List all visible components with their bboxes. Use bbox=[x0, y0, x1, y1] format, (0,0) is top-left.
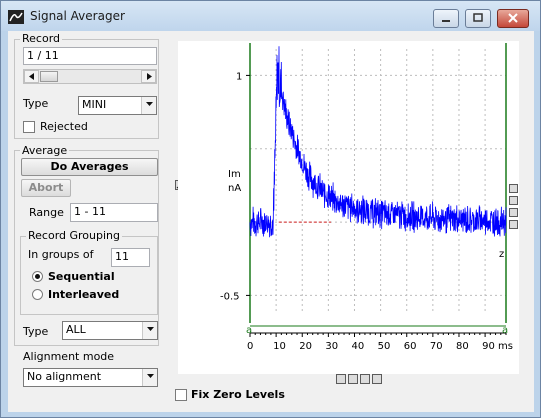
minimize-icon bbox=[442, 20, 450, 22]
title-bar[interactable]: Signal Averager bbox=[1, 1, 540, 31]
x-tick-label: 10 bbox=[273, 341, 286, 352]
bottom-type-select[interactable]: ALL bbox=[62, 321, 158, 340]
chevron-down-icon bbox=[146, 327, 154, 331]
app-icon bbox=[8, 10, 24, 24]
y-zoom-out-button[interactable] bbox=[509, 208, 518, 217]
record-group-label: Record bbox=[20, 32, 63, 45]
interleaved-radio[interactable] bbox=[32, 289, 43, 300]
alignment-select[interactable]: No alignment bbox=[23, 368, 158, 387]
dropdown-button[interactable] bbox=[142, 369, 157, 386]
window-title: Signal Averager bbox=[30, 9, 125, 23]
in-groups-label: In groups of bbox=[28, 248, 94, 261]
bottom-type-value: ALL bbox=[66, 323, 86, 336]
client-area: Record 1 / 11 Type MINI Rejected Average… bbox=[8, 31, 534, 412]
x-scroll-left-button[interactable] bbox=[336, 374, 346, 384]
bottom-type-label: Type bbox=[23, 325, 49, 338]
x-tick-label: 70 bbox=[430, 341, 443, 352]
record-number-field[interactable]: 1 / 11 bbox=[23, 47, 157, 65]
scroll-right-button[interactable] bbox=[141, 70, 156, 83]
plot-axes bbox=[246, 43, 507, 337]
maximize-icon bbox=[473, 13, 483, 22]
y-zoom-down-button[interactable] bbox=[509, 220, 518, 229]
arrow-left-icon bbox=[28, 73, 34, 80]
record-group bbox=[14, 39, 159, 139]
scroll-thumb[interactable] bbox=[40, 71, 58, 82]
x-tick-label: 90 ms bbox=[482, 341, 513, 352]
record-type-label: Type bbox=[23, 97, 49, 110]
rejected-checkbox[interactable] bbox=[23, 121, 35, 133]
y-zoom-in-button[interactable] bbox=[509, 196, 518, 205]
arrow-right-icon bbox=[146, 73, 152, 80]
record-type-select[interactable]: MINI bbox=[78, 96, 157, 115]
x-zoom-out-button[interactable] bbox=[360, 374, 370, 384]
y-zoom-up-button[interactable] bbox=[509, 184, 518, 193]
record-grouping-label: Record Grouping bbox=[26, 229, 123, 242]
rejected-label: Rejected bbox=[40, 120, 88, 133]
in-groups-field[interactable]: 11 bbox=[111, 248, 150, 267]
alignment-label: Alignment mode bbox=[23, 350, 115, 363]
fix-zero-levels-checkbox[interactable] bbox=[175, 389, 187, 401]
signal-trace bbox=[249, 46, 507, 238]
x-tick-label: 50 bbox=[378, 341, 391, 352]
x-tick-label: 0 bbox=[247, 341, 253, 352]
fix-zero-levels-label: Fix Zero Levels bbox=[191, 388, 285, 401]
range-field[interactable]: 1 - 11 bbox=[70, 203, 158, 222]
dropdown-button[interactable] bbox=[141, 97, 156, 114]
chevron-down-icon bbox=[145, 102, 153, 106]
y-tick-label: 1 bbox=[236, 71, 242, 82]
x-tick-label: 40 bbox=[351, 341, 364, 352]
plot-area[interactable]: 0 10 20 30 40 50 60 70 80 90 ms 1 -0.5 Im nA a a z bbox=[178, 41, 519, 374]
maximize-button[interactable] bbox=[465, 9, 491, 28]
x-tick-label: 80 bbox=[456, 341, 469, 352]
cursor-a-left-label: a bbox=[246, 325, 252, 336]
cursor-z-label: z bbox=[499, 249, 505, 260]
abort-button[interactable]: Abort bbox=[21, 179, 71, 197]
x-scroll-right-button[interactable] bbox=[372, 374, 382, 384]
sequential-radio[interactable] bbox=[32, 271, 43, 282]
cursor-a-right-label: a bbox=[502, 325, 508, 336]
average-group bbox=[14, 150, 159, 346]
record-scrollbar[interactable] bbox=[23, 69, 157, 84]
range-label: Range bbox=[29, 206, 64, 219]
signal-plot[interactable]: 0 10 20 30 40 50 60 70 80 90 ms 1 -0.5 Im nA a a bbox=[178, 41, 519, 374]
record-type-value: MINI bbox=[82, 98, 107, 111]
x-tick-label: 60 bbox=[404, 341, 417, 352]
x-tick-label: 30 bbox=[325, 341, 338, 352]
x-zoom-in-button[interactable] bbox=[348, 374, 358, 384]
do-averages-button[interactable]: Do Averages bbox=[21, 158, 158, 176]
chevron-down-icon bbox=[146, 374, 154, 378]
y-axis-label-name: Im bbox=[228, 169, 241, 180]
alignment-value: No alignment bbox=[27, 370, 102, 383]
interleaved-label: Interleaved bbox=[48, 288, 120, 301]
x-tick-label: 20 bbox=[299, 341, 312, 352]
y-tick-label: -0.5 bbox=[220, 291, 240, 302]
tick-labels: 0 10 20 30 40 50 60 70 80 90 ms 1 -0.5 bbox=[220, 71, 513, 352]
average-group-label: Average bbox=[20, 144, 70, 157]
sequential-label: Sequential bbox=[48, 270, 115, 283]
scroll-left-button[interactable] bbox=[24, 70, 39, 83]
close-button[interactable] bbox=[497, 9, 529, 28]
close-icon bbox=[508, 13, 518, 23]
minimize-button[interactable] bbox=[433, 9, 459, 28]
y-axis-label-unit: nA bbox=[228, 183, 241, 194]
dropdown-button[interactable] bbox=[142, 322, 157, 339]
plot-grid bbox=[249, 49, 506, 313]
